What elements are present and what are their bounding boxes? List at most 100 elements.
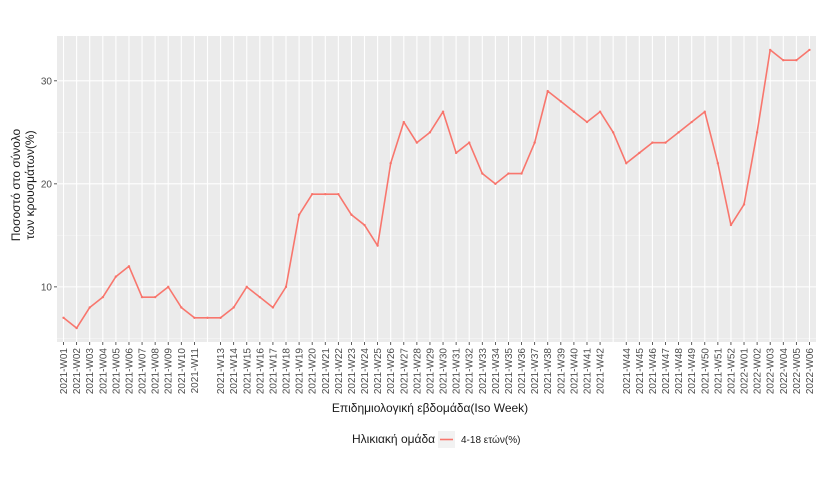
x-tick-label: 2021-W41	[582, 348, 593, 395]
data-point	[808, 48, 811, 52]
data-point	[350, 213, 353, 216]
x-tick-label: 2021-W22	[334, 348, 345, 395]
data-point	[664, 141, 667, 144]
x-tick-label: 2021-W34	[491, 348, 502, 395]
data-point	[716, 162, 720, 165]
data-point	[310, 192, 314, 196]
y-tick-label: 20	[41, 179, 53, 190]
data-point	[337, 192, 340, 196]
data-point	[638, 151, 641, 155]
data-point	[520, 172, 523, 175]
data-point	[755, 131, 759, 134]
x-tick-label: 2021-W23	[347, 348, 358, 395]
x-tick-label: 2022-W01	[740, 348, 751, 395]
x-tick-label: 2022-W04	[779, 348, 790, 395]
data-point	[677, 131, 680, 134]
x-tick-label: 2021-W36	[517, 348, 528, 395]
data-point	[114, 275, 118, 278]
y-axis-title-line-1: Ποσοστό στο σύνολο	[9, 128, 23, 241]
x-tick-label: 2021-W05	[111, 348, 122, 395]
data-point	[284, 285, 288, 289]
x-tick-label: 2021-W07	[138, 348, 149, 395]
x-tick-label: 2021-W26	[386, 348, 397, 395]
x-tick-label: 2021-W21	[321, 348, 332, 395]
y-axis-title-line-2: των κρουσμάτων(%)	[23, 130, 37, 239]
data-point	[167, 285, 170, 289]
x-tick-label: 2021-W14	[229, 348, 240, 395]
x-tick-label: 2021-W06	[124, 348, 135, 395]
x-tick-label: 2021-W19	[295, 348, 306, 395]
x-tick-label: 2021-W46	[648, 348, 659, 395]
x-tick-label: 2021-W17	[268, 348, 279, 395]
x-tick-label: 2021-W48	[674, 348, 685, 395]
data-point	[585, 120, 589, 124]
x-tick-label: 2021-W42	[596, 348, 607, 395]
x-tick-label: 2021-W02	[72, 348, 83, 395]
x-tick-label: 2021-W01	[59, 348, 70, 395]
data-point	[768, 48, 772, 52]
data-point	[258, 295, 262, 299]
data-point	[507, 172, 510, 175]
y-axis-title: Ποσοστό στο σύνολο των κρουσμάτων(%)	[9, 128, 37, 241]
data-point	[153, 295, 157, 299]
x-axis-title: Επιδημιολογική εβδομάδα(Iso Week)	[332, 401, 528, 415]
data-point	[428, 131, 432, 134]
x-tick-label: 2021-W03	[85, 348, 96, 395]
grid-lines	[57, 36, 816, 342]
x-tick-label: 2021-W16	[255, 348, 266, 395]
data-point	[402, 120, 405, 124]
x-tick-label: 2022-W02	[753, 348, 764, 395]
data-point	[481, 172, 484, 175]
data-point	[454, 151, 458, 155]
x-tick-label: 2021-W18	[282, 348, 293, 395]
x-axis-ticks: 2021-W01 2021-W02 2021-W03 2021-W04 2021-W05…	[59, 342, 816, 394]
data-point	[598, 110, 602, 113]
data-point	[180, 306, 183, 309]
data-point	[559, 100, 563, 103]
data-point	[219, 316, 222, 319]
x-tick-label: 2022-W05	[792, 348, 803, 395]
data-point	[271, 306, 275, 309]
x-tick-label: 2022-W06	[805, 348, 816, 395]
x-tick-label: 2021-W49	[687, 348, 698, 395]
data-point	[494, 182, 497, 186]
x-tick-label: 2022-W03	[766, 348, 777, 395]
x-tick-label: 2021-W15	[242, 348, 253, 395]
data-point	[729, 223, 733, 227]
data-point	[611, 131, 615, 134]
x-tick-label: 2021-W25	[373, 348, 384, 395]
data-point	[782, 59, 785, 62]
x-tick-label: 2021-W24	[360, 348, 371, 395]
x-tick-label: 2021-W39	[556, 348, 567, 395]
data-point	[206, 316, 209, 319]
x-tick-label: 2021-W28	[412, 348, 423, 395]
x-tick-label: 2021-W44	[622, 348, 633, 395]
x-tick-label: 2021-W37	[530, 348, 541, 395]
data-point	[415, 141, 419, 144]
x-tick-label: 2021-W13	[216, 348, 227, 395]
x-tick-label: 2021-W10	[177, 348, 188, 395]
data-point	[795, 59, 798, 62]
data-point	[572, 110, 576, 113]
data-point	[625, 162, 628, 165]
data-point	[363, 223, 366, 227]
x-tick-label: 2021-W30	[439, 348, 450, 395]
x-tick-label: 2021-W27	[399, 348, 410, 395]
data-point	[140, 295, 144, 299]
x-tick-label: 2021-W45	[635, 348, 646, 395]
plot-panel	[57, 36, 816, 342]
data-points	[62, 48, 811, 330]
data-point	[62, 316, 65, 319]
data-point	[88, 306, 91, 309]
data-point	[690, 120, 693, 124]
data-point	[245, 285, 248, 289]
x-tick-label: 2021-W52	[726, 348, 737, 395]
x-tick-label: 2021-W51	[713, 348, 724, 395]
x-tick-label: 2021-W50	[700, 348, 711, 395]
y-tick-label: 10	[41, 282, 53, 293]
data-point	[127, 265, 131, 268]
x-tick-label: 2021-W33	[478, 348, 489, 395]
data-point	[533, 141, 536, 144]
data-point	[324, 192, 327, 196]
